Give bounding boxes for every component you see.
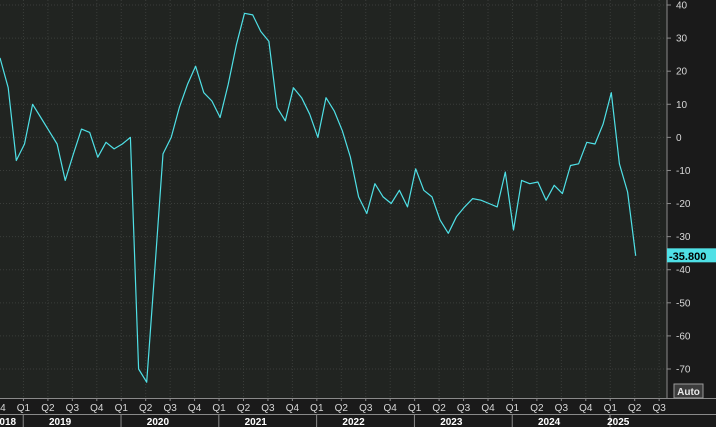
x-quarter-label: Q3 (66, 403, 80, 414)
y-tick-label: 0 (676, 133, 682, 144)
series-line (0, 12, 637, 383)
x-year-label: 2025 (607, 417, 630, 427)
x-quarter-label: Q4 (90, 403, 104, 414)
x-quarter-label: Q4 (0, 403, 6, 414)
last-value-badge (667, 248, 716, 263)
y-axis: 40 30 20 10 0 -10 -20 -30 -40 -50 -60 -70 (666, 0, 691, 398)
x-quarter-label: Q1 (408, 403, 422, 414)
y-tick-label: -70 (676, 365, 691, 376)
x-quarter-label: Q1 (310, 403, 324, 414)
x-year-label: 2023 (440, 417, 463, 427)
x-quarter-label: Q2 (628, 403, 642, 414)
x-year-label: 2020 (147, 417, 170, 427)
series-group (0, 12, 637, 383)
x-quarter-label: Q1 (115, 403, 129, 414)
x-quarter-label: Q1 (17, 403, 31, 414)
y-tick-label: -20 (676, 199, 691, 210)
x-quarter-label: Q2 (335, 403, 349, 414)
plot-background (0, 0, 667, 398)
y-tick-label: 30 (676, 34, 688, 45)
x-year-label: 2019 (49, 417, 72, 427)
x-quarter-label: Q3 (555, 403, 569, 414)
x-quarter-label: Q2 (432, 403, 446, 414)
x-quarter-label: Q2 (530, 403, 544, 414)
x-quarter-label: Q2 (41, 403, 55, 414)
x-quarter-label: Q3 (652, 403, 666, 414)
x-quarter-label: Q1 (506, 403, 520, 414)
last-value-label: -35.800 (669, 251, 706, 263)
y-tick-label: 10 (676, 100, 688, 111)
last-value-label-group: -35.800 (667, 248, 716, 263)
y-tick-label: -50 (676, 298, 691, 309)
x-quarter-label: Q1 (604, 403, 618, 414)
x-quarter-label: Q3 (261, 403, 275, 414)
y-tick-label: -40 (676, 265, 691, 276)
x-quarter-label: Q2 (237, 403, 251, 414)
auto-scale-button-label[interactable]: Auto (677, 387, 700, 398)
x-quarter-label: Q3 (359, 403, 373, 414)
x-quarter-label: Q4 (286, 403, 300, 414)
x-quarter-label: Q2 (139, 403, 153, 414)
x-quarter-label: Q4 (384, 403, 398, 414)
grid (0, 0, 667, 398)
x-year-label: 2024 (538, 417, 561, 427)
y-tick-label: -30 (676, 232, 691, 243)
x-quarter-label: Q3 (163, 403, 177, 414)
x-quarter-label: Q4 (481, 403, 495, 414)
y-tick-label: 20 (676, 67, 688, 78)
x-quarter-label: Q4 (579, 403, 593, 414)
x-quarter-label: Q4 (188, 403, 202, 414)
x-year-label: 2018 (0, 417, 17, 427)
y-tick-label: 40 (676, 1, 688, 12)
y-tick-label: -60 (676, 331, 691, 342)
x-quarter-label: Q1 (212, 403, 226, 414)
auto-scale-button[interactable]: Auto (673, 383, 704, 399)
x-year-label: 2022 (342, 417, 365, 427)
x-quarter-label: Q3 (457, 403, 471, 414)
y-tick-label: -10 (676, 166, 691, 177)
x-axis: Q4 Q1 Q2 Q3 Q4 Q1 Q2 Q3 Q4 Q1 Q2 Q3 Q4 Q1 Q2 Q3 Q4 Q1 Q2 Q3… (0, 398, 716, 427)
x-year-label: 2021 (245, 417, 268, 427)
